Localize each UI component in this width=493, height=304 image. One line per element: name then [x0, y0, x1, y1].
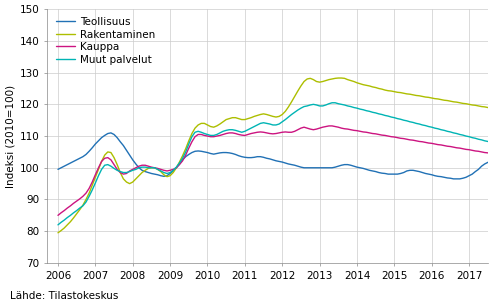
Rakentaminen [86, 191, 92, 195]
Teollisuus [376, 171, 382, 174]
Muut palvelut [423, 124, 428, 127]
Muut palvelut [86, 195, 92, 198]
Kauppa [423, 140, 428, 144]
Rakentaminen [55, 231, 61, 235]
Muut palvelut [55, 223, 61, 227]
Kauppa [55, 213, 61, 217]
Kauppa [120, 172, 126, 176]
Line: Muut palvelut: Muut palvelut [58, 103, 493, 225]
Teollisuus [86, 150, 92, 153]
Kauppa [192, 135, 198, 139]
Teollisuus [108, 131, 114, 135]
Teollisuus [195, 149, 201, 153]
Muut palvelut [376, 112, 382, 116]
Muut palvelut [416, 122, 422, 126]
Muut palvelut [192, 130, 198, 134]
Kauppa [416, 140, 422, 143]
Rakentaminen [423, 95, 428, 99]
Teollisuus [124, 149, 130, 152]
Line: Teollisuus: Teollisuus [58, 133, 493, 179]
Teollisuus [55, 168, 61, 171]
Muut palvelut [120, 171, 126, 174]
Line: Rakentaminen: Rakentaminen [58, 78, 493, 233]
Legend: Teollisuus, Rakentaminen, Kauppa, Muut palvelut: Teollisuus, Rakentaminen, Kauppa, Muut p… [56, 17, 156, 65]
Muut palvelut [329, 101, 335, 105]
Teollisuus [451, 177, 457, 181]
Y-axis label: Indeksi (2010=100): Indeksi (2010=100) [5, 85, 15, 188]
Teollisuus [423, 172, 428, 175]
Rakentaminen [192, 126, 198, 130]
Text: Lähde: Tilastokeskus: Lähde: Tilastokeskus [10, 291, 118, 301]
Kauppa [326, 124, 332, 128]
Rakentaminen [120, 177, 126, 181]
Rakentaminen [376, 87, 382, 90]
Kauppa [86, 187, 92, 190]
Teollisuus [416, 170, 422, 173]
Kauppa [376, 133, 382, 136]
Rakentaminen [335, 76, 341, 80]
Rakentaminen [416, 94, 422, 98]
Line: Kauppa: Kauppa [58, 126, 493, 215]
